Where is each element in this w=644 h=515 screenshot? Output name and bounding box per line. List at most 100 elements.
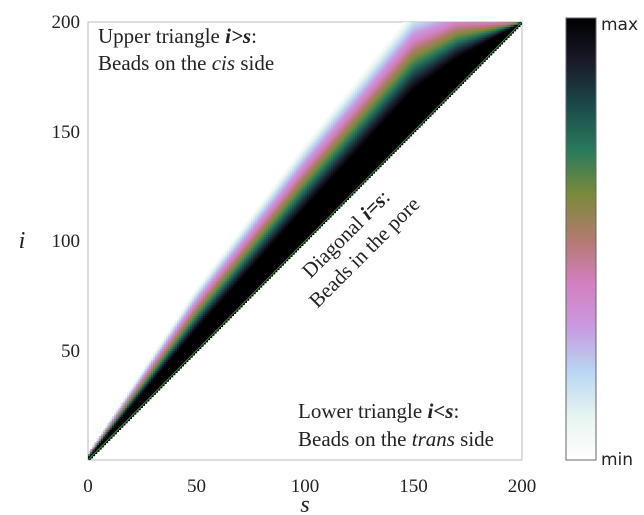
heatmap-cell [350,103,354,106]
heatmap-cell [259,271,263,275]
heatmap-cell [92,449,96,452]
heatmap-cell [376,72,380,76]
heatmap-cell [344,192,347,196]
heatmap-cell [337,113,341,117]
heatmap-cell [365,103,369,106]
heatmap-cell [322,162,326,165]
heatmap-cell [294,186,297,190]
heatmap-cell [333,173,336,176]
heatmap-cell [239,249,243,253]
heatmap-cell [363,124,367,128]
heatmap-cell [226,245,230,249]
heatmap-cell [318,214,321,218]
heatmap-cell [294,238,297,242]
heatmap-cell [298,186,302,190]
heatmap-cell [324,190,328,194]
heatmap-cell [344,127,347,130]
heatmap-cell [393,59,397,63]
heatmap-cell [324,162,328,165]
heatmap-cell [320,175,323,179]
heatmap-cell [259,230,263,233]
heatmap-cell [200,291,204,295]
heatmap-cell [257,232,261,236]
heatmap-cell [224,282,228,286]
heatmap-cell [233,280,237,284]
heatmap-cell [367,116,371,119]
heatmap-cell [378,138,382,141]
heatmap-cell [285,219,289,222]
heatmap-cell [352,179,356,183]
heatmap-cell [307,175,310,179]
heatmap-cell [354,149,358,152]
heatmap-cell [198,300,202,303]
heatmap-cell [101,440,104,444]
heatmap-cell [118,407,122,411]
heatmap-cell [274,216,278,220]
heatmap-cell [211,304,215,308]
heatmap-cell [389,138,393,141]
heatmap-cell [367,142,371,146]
heatmap-cell [250,258,254,262]
heatmap-cell [222,276,226,279]
heatmap-cell [278,214,282,218]
heatmap-cell [357,81,360,84]
heatmap-cell [331,188,334,192]
heatmap-cell [294,195,297,198]
heatmap-cell [248,216,252,220]
heatmap-cell [383,133,386,137]
heatmap-cell [302,179,306,183]
heatmap-cell [268,201,271,205]
heatmap-cell [233,308,237,312]
heatmap-cell [337,179,341,183]
heatmap-cell [255,243,258,246]
heatmap-cell [296,195,300,198]
heatmap-cell [328,159,332,163]
heatmap-cell [103,440,106,444]
heatmap-cell [181,359,185,363]
heatmap-cell [346,96,349,100]
heatmap-cell [287,186,291,190]
heatmap-cell [168,348,172,352]
heatmap-cell [354,105,358,109]
heatmap-cell [348,162,352,165]
heatmap-cell [385,131,389,135]
heatmap-cell [378,142,382,146]
heatmap-cell [296,157,300,161]
heatmap-cell [211,269,215,273]
heatmap-cell [237,286,241,290]
heatmap-cell [255,260,258,264]
heatmap-cell [346,159,349,163]
heatmap-cell [311,146,315,150]
heatmap-cell [337,199,341,203]
heatmap-cell [150,357,154,360]
heatmap-cell [257,282,261,286]
heatmap-cell [387,109,391,113]
heatmap-cell [367,173,371,176]
heatmap-cell [287,254,291,257]
heatmap-cell [237,234,241,238]
heatmap-cell [346,149,349,152]
heatmap-cell [391,105,395,109]
heatmap-cell [344,138,347,141]
heatmap-cell [370,78,373,82]
heatmap-cell [250,267,254,271]
heatmap-cell [296,238,300,242]
heatmap-cell [213,297,217,301]
heatmap-cell [281,223,284,227]
heatmap-cell [337,192,341,196]
heatmap-cell [276,236,280,240]
heatmap-cell [200,293,204,297]
heatmap-cell [187,306,191,310]
heatmap-cell [309,153,313,157]
heatmap-cell [203,284,206,288]
heatmap-cell [133,405,137,409]
heatmap-cell [103,429,106,433]
heatmap-cell [372,105,376,109]
heatmap-cell [359,149,363,152]
heatmap-cell [398,120,402,124]
heatmap-cell [231,282,234,286]
heatmap-cell [374,120,378,124]
heatmap-cell [300,223,304,227]
heatmap-cell [183,343,187,347]
heatmap-cell [346,116,349,119]
